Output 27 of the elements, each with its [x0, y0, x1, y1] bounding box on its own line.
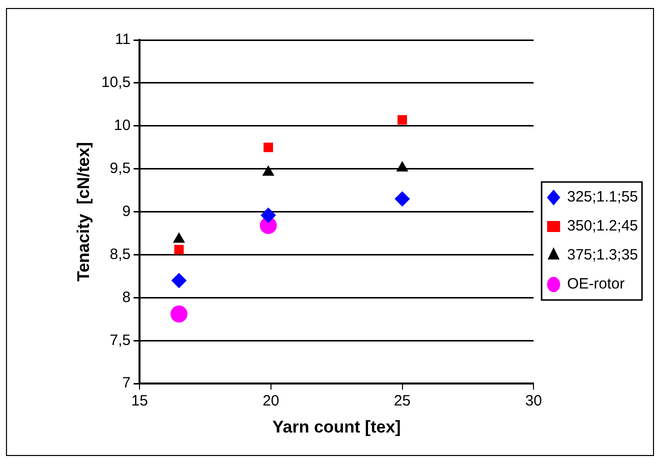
y-tick-label: 11	[115, 31, 131, 48]
point	[398, 115, 408, 125]
y-tick-label: 10,5	[101, 74, 131, 92]
legend-label: 350;1.2;45	[567, 218, 638, 235]
point	[174, 244, 184, 254]
legend-label: 375;1.3;35	[567, 246, 638, 264]
y-tick-label: 10	[114, 117, 131, 134]
y-tick-label: 8,5	[110, 246, 131, 263]
point	[262, 166, 274, 176]
y-tick-label: 7	[122, 374, 131, 392]
point	[171, 273, 186, 288]
point	[260, 208, 276, 223]
x-axis-title: Yarn count [tex]	[272, 417, 401, 436]
legend-label: OE-rotor	[567, 276, 625, 293]
x-tick-label: 30	[525, 392, 542, 410]
point	[170, 306, 188, 323]
y-tick-label: 9,5	[110, 160, 131, 177]
legend-label: 325;1.1;55	[567, 188, 638, 206]
y-axis-title: Tenacity [cN/tex]	[74, 142, 93, 282]
y-tick-label: 9	[122, 202, 131, 220]
y-tick-label: 8	[122, 288, 131, 306]
y-tick-label: 7,5	[110, 332, 131, 349]
x-tick-label: 25	[394, 392, 411, 410]
point	[394, 191, 410, 206]
x-tick-label: 20	[262, 392, 280, 410]
point	[264, 142, 274, 152]
x-tick-label: 15	[131, 392, 148, 410]
